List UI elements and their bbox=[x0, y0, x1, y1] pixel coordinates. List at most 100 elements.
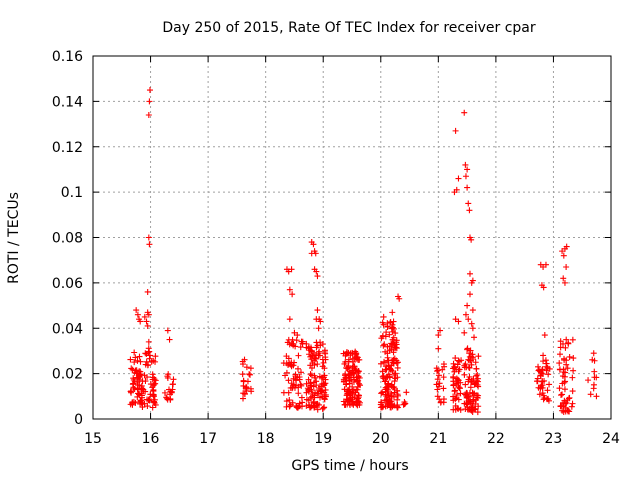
data-point bbox=[150, 374, 157, 381]
data-point bbox=[308, 393, 315, 400]
data-point bbox=[287, 401, 294, 408]
data-point bbox=[321, 347, 328, 354]
data-point bbox=[285, 377, 292, 384]
data-point bbox=[164, 396, 171, 403]
data-point bbox=[556, 360, 563, 367]
data-point bbox=[145, 338, 152, 345]
data-point bbox=[349, 383, 356, 390]
y-tick-label: 0 bbox=[74, 412, 83, 428]
data-point bbox=[466, 270, 473, 277]
data-point bbox=[465, 393, 472, 400]
data-point bbox=[378, 390, 385, 397]
data-point bbox=[393, 357, 400, 364]
data-point bbox=[462, 381, 469, 388]
data-point bbox=[316, 352, 323, 359]
data-point bbox=[564, 365, 571, 372]
data-point bbox=[166, 336, 173, 343]
y-tick-label: 0.06 bbox=[52, 276, 83, 292]
data-point bbox=[462, 311, 469, 318]
data-point bbox=[379, 332, 386, 339]
data-point bbox=[285, 355, 292, 362]
data-point bbox=[345, 356, 352, 363]
data-point bbox=[563, 336, 570, 343]
data-point bbox=[133, 307, 140, 314]
data-point bbox=[466, 207, 473, 214]
data-point bbox=[455, 405, 462, 412]
data-point bbox=[127, 356, 134, 363]
data-point bbox=[353, 398, 360, 405]
data-point bbox=[441, 363, 448, 370]
data-point bbox=[568, 403, 575, 410]
data-point bbox=[292, 343, 299, 350]
data-point bbox=[435, 332, 442, 339]
data-point bbox=[468, 379, 475, 386]
data-point bbox=[314, 361, 321, 368]
data-point bbox=[141, 400, 148, 407]
data-point bbox=[560, 409, 567, 416]
x-tick-label: 21 bbox=[429, 431, 447, 447]
data-point bbox=[284, 339, 291, 346]
data-point bbox=[313, 316, 320, 323]
data-point bbox=[240, 390, 247, 397]
data-point bbox=[534, 378, 541, 385]
data-point bbox=[463, 392, 470, 399]
y-tick-label: 0.1 bbox=[61, 185, 83, 201]
data-point bbox=[296, 403, 303, 410]
data-point bbox=[134, 357, 141, 364]
data-point bbox=[569, 388, 576, 395]
data-point bbox=[434, 376, 441, 383]
y-axis-label: ROTI / TECUs bbox=[6, 192, 22, 284]
data-point bbox=[130, 376, 137, 383]
data-point bbox=[298, 369, 305, 376]
data-point bbox=[468, 236, 475, 243]
data-point bbox=[132, 354, 139, 361]
data-point bbox=[322, 380, 329, 387]
data-point bbox=[349, 367, 356, 374]
data-point bbox=[243, 364, 250, 371]
data-point bbox=[308, 365, 315, 372]
data-point bbox=[152, 358, 159, 365]
data-point bbox=[440, 374, 447, 381]
data-point bbox=[455, 175, 462, 182]
data-point bbox=[286, 316, 293, 323]
data-point bbox=[150, 399, 157, 406]
data-point bbox=[540, 358, 547, 365]
data-point bbox=[145, 234, 152, 241]
data-point bbox=[384, 324, 391, 331]
data-point bbox=[381, 359, 388, 366]
data-point bbox=[380, 321, 387, 328]
data-point bbox=[322, 354, 329, 361]
data-point bbox=[402, 400, 409, 407]
data-point bbox=[140, 388, 147, 395]
data-point bbox=[453, 186, 460, 193]
data-point bbox=[383, 374, 390, 381]
data-point bbox=[136, 353, 143, 360]
data-point bbox=[561, 386, 568, 393]
data-point bbox=[303, 340, 310, 347]
data-point bbox=[240, 395, 247, 402]
data-point bbox=[317, 339, 324, 346]
data-point bbox=[469, 277, 476, 284]
data-point bbox=[538, 382, 545, 389]
data-point bbox=[353, 353, 360, 360]
data-point bbox=[454, 361, 461, 368]
data-point bbox=[546, 381, 553, 388]
data-point bbox=[247, 365, 254, 372]
data-point bbox=[465, 200, 472, 207]
data-point bbox=[394, 364, 401, 371]
data-point bbox=[569, 336, 576, 343]
data-point bbox=[149, 404, 156, 411]
data-point bbox=[311, 379, 318, 386]
data-point bbox=[142, 378, 149, 385]
data-point bbox=[322, 391, 329, 398]
data-point bbox=[388, 340, 395, 347]
data-point bbox=[305, 386, 312, 393]
data-point bbox=[314, 273, 321, 280]
data-point bbox=[167, 388, 174, 395]
data-point bbox=[310, 398, 317, 405]
data-point bbox=[461, 329, 468, 336]
data-point bbox=[465, 356, 472, 363]
data-point bbox=[475, 403, 482, 410]
x-tick-label: 20 bbox=[372, 431, 390, 447]
data-point bbox=[354, 377, 361, 384]
